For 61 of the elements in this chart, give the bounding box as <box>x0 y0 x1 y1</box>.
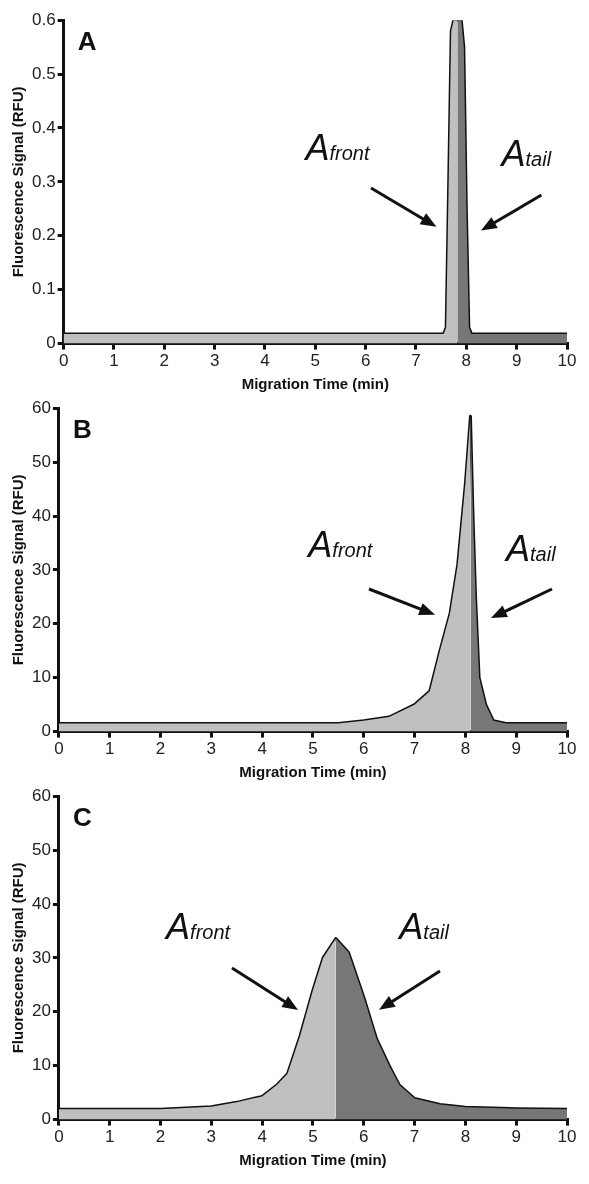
y-axis-title: Fluorescence Signal (RFU) <box>9 86 27 278</box>
y-tick-label: 0.6 <box>31 9 56 29</box>
y-tick-label: 40 <box>31 893 51 913</box>
x-tick-label: 2 <box>155 1127 166 1147</box>
chart-title: C <box>72 802 92 833</box>
x-tick-label: 6 <box>359 1127 369 1147</box>
x-tick-label: 7 <box>409 1127 420 1147</box>
y-tick-label: 10 <box>31 667 51 687</box>
y-tick-label: 0 <box>41 721 51 741</box>
x-tick-label: 5 <box>308 1127 318 1147</box>
x-tick-label: 4 <box>257 1127 267 1147</box>
x-tick-label: 9 <box>511 1127 521 1147</box>
x-tick-label: 5 <box>310 351 321 371</box>
chart-title: B <box>72 414 92 445</box>
x-tick-label: 9 <box>511 739 521 759</box>
y-tick-label: 0.3 <box>31 171 56 191</box>
y-tick-label: 0.1 <box>31 279 56 299</box>
x-tick-label: 8 <box>460 1127 471 1147</box>
y-tick-label: 40 <box>31 505 51 525</box>
y-tick-label: 0.2 <box>31 225 56 245</box>
x-axis-title: Migration Time (min) <box>239 1151 387 1169</box>
x-tick-label: 8 <box>461 351 472 371</box>
x-tick-label: 9 <box>511 351 522 371</box>
x-tick-label: 4 <box>257 739 267 759</box>
y-tick-label: 30 <box>31 559 51 579</box>
y-tick-label: 0.5 <box>31 63 56 83</box>
x-tick-label: 0 <box>58 351 69 371</box>
y-tick-label: 0 <box>41 1109 51 1129</box>
y-tick-label: 50 <box>31 451 51 471</box>
x-tick-label: 6 <box>360 351 371 371</box>
x-tick-label: 2 <box>155 739 166 759</box>
x-tick-label: 1 <box>109 351 119 371</box>
y-tick-label: 0.4 <box>31 117 56 137</box>
x-tick-label: 10 <box>557 1127 577 1147</box>
y-axis-title: Fluorescence Signal (RFU) <box>9 474 27 666</box>
x-axis-title: Migration Time (min) <box>241 375 389 393</box>
x-tick-label: 10 <box>557 351 577 371</box>
x-tick-label: 3 <box>206 739 217 759</box>
x-tick-label: 8 <box>460 739 471 759</box>
y-tick-label: 60 <box>31 397 51 417</box>
y-tick-label: 20 <box>31 1001 51 1021</box>
x-tick-label: 7 <box>411 351 421 371</box>
y-tick-label: 10 <box>31 1055 51 1075</box>
y-tick-label: 60 <box>31 785 51 805</box>
x-tick-label: 4 <box>260 351 270 371</box>
x-tick-label: 10 <box>557 739 577 759</box>
x-tick-label: 6 <box>359 739 369 759</box>
y-axis-title: Fluorescence Signal (RFU) <box>9 862 27 1054</box>
x-tick-label: 3 <box>209 351 220 371</box>
chart-title: A <box>77 26 97 57</box>
x-tick-label: 7 <box>409 739 420 759</box>
x-tick-label: 1 <box>104 1127 115 1147</box>
y-tick-label: 0 <box>46 333 56 353</box>
x-axis-title: Migration Time (min) <box>239 763 387 781</box>
x-tick-label: 3 <box>206 1127 217 1147</box>
x-tick-label: 5 <box>308 739 318 759</box>
y-tick-label: 30 <box>31 947 51 967</box>
x-tick-label: 2 <box>159 351 170 371</box>
x-tick-label: 1 <box>104 739 115 759</box>
y-tick-label: 20 <box>31 613 51 633</box>
y-tick-label: 50 <box>31 839 51 859</box>
